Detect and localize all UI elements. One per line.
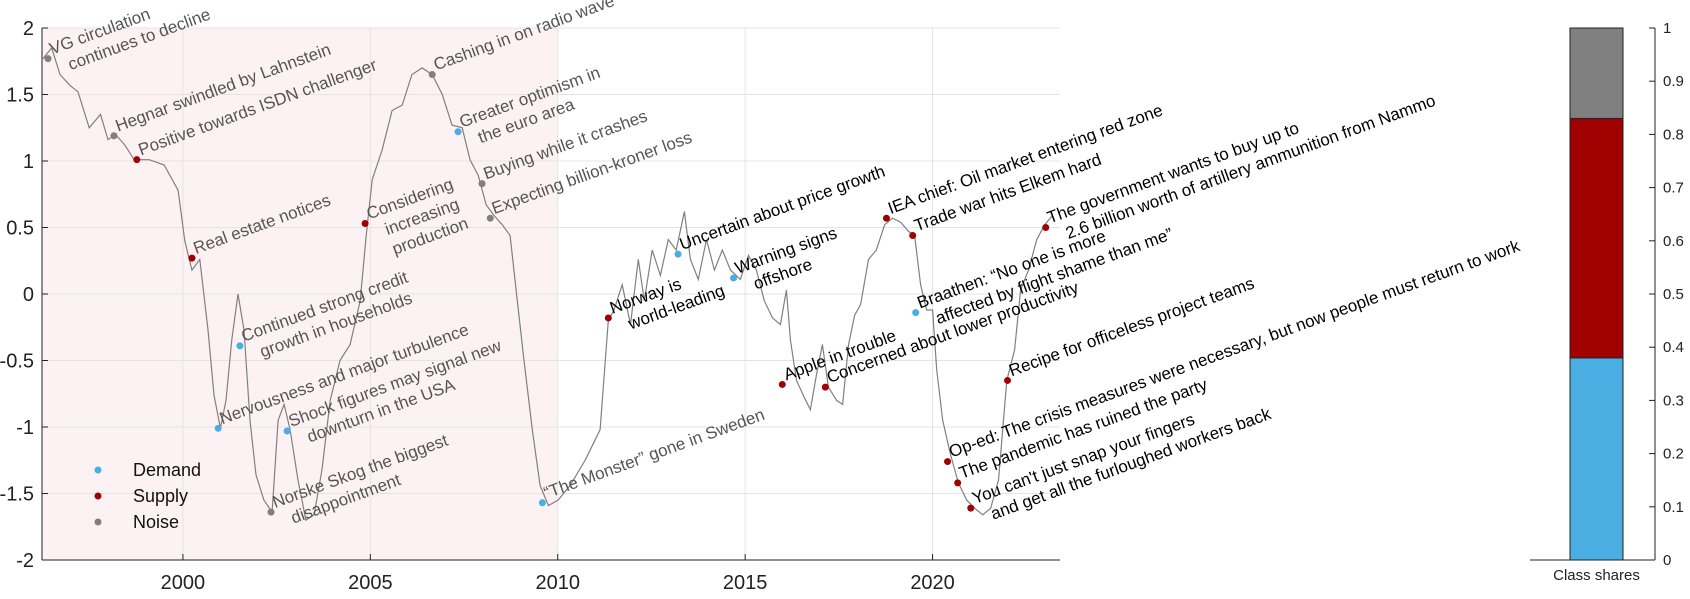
x-tick-label: 2010 [535, 572, 580, 594]
index-line [41, 46, 1053, 522]
annotation-dot [730, 274, 738, 282]
y-tick-label: 0.7 [1663, 180, 1684, 197]
annotation-dot [944, 458, 952, 466]
annotation-dot [214, 424, 222, 432]
y-tick-label: -2 [16, 550, 34, 572]
y-tick-label: 0 [23, 284, 34, 306]
legend-marker [94, 466, 102, 474]
legend-label: Demand [133, 460, 201, 480]
annotation-label: Uncertain about price growth [677, 162, 888, 254]
annotation-dot [882, 214, 890, 222]
annotation-line: Uncertain about price growth [677, 162, 888, 254]
x-tick-label: 2000 [161, 572, 206, 594]
legend-label: Noise [133, 512, 179, 532]
annotation-dot [428, 71, 436, 79]
annotation-line: 2.6 billion worth of artillery ammunitio… [1063, 91, 1438, 243]
y-tick-label: 0.4 [1663, 339, 1684, 356]
y-tick-label: 1 [1663, 20, 1671, 37]
annotation-dot [478, 180, 486, 188]
annotation-label: The government wants to buy up to2.6 bil… [1045, 71, 1438, 247]
y-tick-label: 1 [23, 151, 34, 173]
y-tick-label: 0.6 [1663, 233, 1684, 250]
bar-segment [1569, 357, 1624, 561]
legend-label: Supply [133, 486, 188, 506]
annotation-dot [1004, 376, 1012, 384]
annotation-dot [361, 220, 369, 228]
annotation-dot [44, 55, 52, 63]
annotation-dot [778, 380, 786, 388]
annotation-label: “The Monster” gone in Sweden [541, 405, 767, 503]
bar-segment [1569, 27, 1624, 119]
y-tick-label: 0 [1663, 552, 1671, 569]
legend-marker [94, 492, 102, 500]
y-tick-label: 0.5 [1663, 286, 1684, 303]
annotation-dot [267, 508, 275, 516]
legend-marker [94, 518, 102, 526]
y-tick-label: 0.5 [6, 218, 34, 240]
annotation-label: Warning signsoffshore [732, 223, 846, 297]
y-tick-label: 0.1 [1663, 499, 1684, 516]
annotation-dot [133, 156, 141, 164]
y-tick-label: -0.5 [0, 351, 34, 373]
annotation-dot [967, 504, 975, 512]
annotation-dot [604, 314, 612, 322]
annotation-dot [486, 214, 494, 222]
y-tick-label: -1 [16, 417, 34, 439]
y-tick-label: 0.9 [1663, 73, 1684, 90]
annotation-dot [821, 383, 829, 391]
annotation-dot [1042, 224, 1050, 231]
bar-segment [1569, 117, 1624, 359]
y-tick-label: 0.2 [1663, 446, 1684, 463]
y-tick-label: 2 [23, 18, 34, 40]
annotation-label: Norway isworld-leading [607, 261, 727, 337]
y-tick-label: 1.5 [6, 85, 34, 107]
annotation-dot [674, 250, 682, 258]
annotation-dot [188, 254, 196, 262]
x-tick-label: 2015 [723, 572, 768, 594]
x-tick-label: Class shares [1553, 567, 1640, 584]
y-tick-label: 0.8 [1663, 126, 1684, 143]
annotation-line: “The Monster” gone in Sweden [541, 405, 767, 503]
annotation-dot [454, 128, 462, 136]
annotation-dot [538, 499, 546, 507]
y-tick-label: -1.5 [0, 484, 34, 506]
annotation-dot [909, 231, 917, 239]
annotation-dot [912, 309, 920, 317]
annotation-dot [954, 479, 962, 487]
x-tick-label: 2020 [910, 572, 955, 594]
y-tick-label: 0.3 [1663, 392, 1684, 409]
x-tick-label: 2005 [348, 572, 393, 594]
annotation-dot [283, 427, 291, 435]
annotation-dot [236, 342, 244, 350]
annotation-dot [110, 132, 118, 140]
